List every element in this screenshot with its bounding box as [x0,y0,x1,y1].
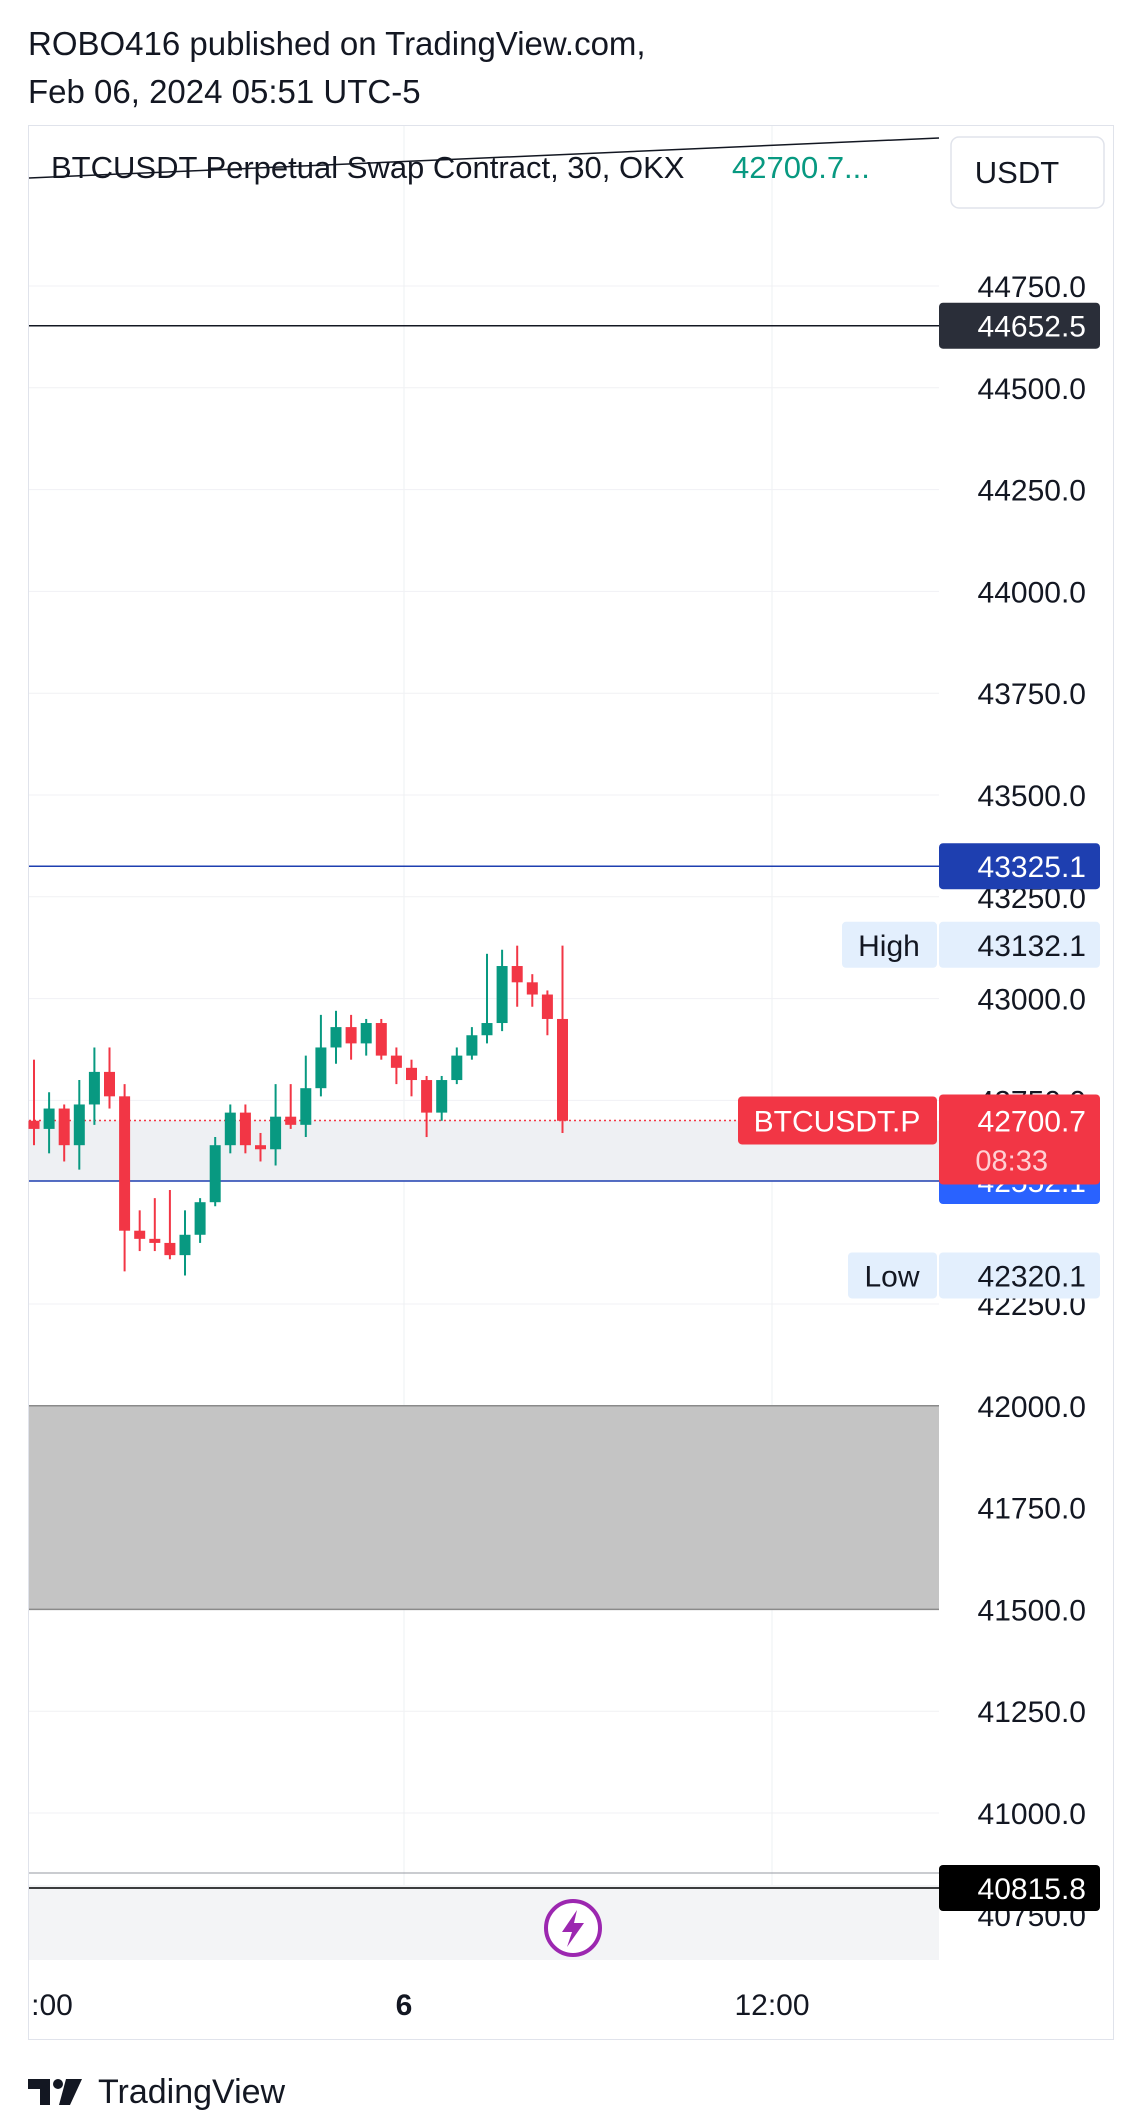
last-price-label-bg [939,1094,1100,1185]
candle-body[interactable] [436,1080,448,1113]
candle-body[interactable] [224,1112,236,1146]
high-value-bg [939,921,1100,968]
zone-rect [29,1405,939,1610]
candle-body[interactable] [255,1145,266,1150]
candle-body[interactable] [511,966,523,983]
price-line-label: 40815.8 [978,1873,1086,1906]
y-tick-label: 41750.0 [978,1493,1086,1526]
candle-body[interactable] [194,1202,206,1235]
candle-body[interactable] [179,1234,191,1256]
candle-body[interactable] [360,1023,372,1044]
y-tick-label: 42000.0 [978,1391,1086,1424]
price-line-label-bg [939,302,1100,349]
price-line-label-bg [939,843,1100,890]
x-tick-label: :00 [31,1989,73,2022]
candle-body[interactable] [164,1242,176,1256]
y-tick-label: 43000.0 [978,984,1086,1017]
candle-body[interactable] [481,1023,493,1036]
candle-body[interactable] [73,1104,85,1146]
legend-last-price: 42700.7... [732,150,870,185]
currency-label: USDT [975,155,1059,190]
y-tick-label: 41000.0 [978,1798,1086,1831]
y-tick-label: 43750.0 [978,678,1086,711]
candle-body[interactable] [496,966,508,1024]
high-tag-bg [842,921,937,968]
candle-body[interactable] [300,1088,312,1125]
candlestick-chart[interactable]: 44750.0 44500.0 44250.0 44000.0 43750.0 43500… [0,0,1136,2060]
y-tick-label: 44750.0 [978,271,1086,304]
candle-body[interactable] [104,1071,115,1097]
candle-body[interactable] [375,1023,387,1056]
candle-body[interactable] [466,1035,478,1056]
y-tick-label: 41250.0 [978,1696,1086,1729]
candle-body[interactable] [239,1112,251,1146]
x-tick-label: 12:00 [734,1989,809,2022]
chart-frame [28,125,1114,2040]
symbol-tag: BTCUSDT.P [754,1105,921,1138]
candle-body[interactable] [345,1027,357,1044]
y-tick-label: 43500.0 [978,780,1086,813]
price-line-label: 44652.5 [978,311,1086,344]
symbol-tag-bg [738,1096,937,1145]
candle-body[interactable] [209,1145,221,1203]
low-value: 42320.1 [978,1260,1086,1293]
candle-body[interactable] [390,1055,402,1068]
tradingview-brand: TradingView [98,2072,286,2111]
candle-body[interactable] [406,1067,417,1081]
candle-body[interactable] [330,1027,342,1048]
candle-body[interactable] [134,1230,146,1239]
lightning-icon [562,1910,584,1947]
x-tick-label: 6 [396,1989,413,2022]
y-tick-label: 44000.0 [978,576,1086,609]
price-line-label: 43325.1 [978,851,1086,884]
candle-body[interactable] [285,1116,297,1125]
y-tick-label: 44500.0 [978,373,1086,406]
high-value: 43132.1 [978,930,1086,963]
low-value-bg [939,1252,1100,1299]
candle-body[interactable] [270,1116,282,1150]
y-tick-label: 41500.0 [978,1594,1086,1627]
candle-body[interactable] [451,1055,463,1081]
symbol-title: BTCUSDT Perpetual Swap Contract, 30, OKX [51,150,685,185]
publisher-line: ROBO416 published on TradingView.com, [28,25,646,62]
candle-body[interactable] [557,1018,568,1121]
trend-line[interactable] [28,137,940,179]
publish-date: Feb 06, 2024 05:51 UTC-5 [28,73,421,110]
currency-button[interactable] [950,136,1105,209]
candle-body[interactable] [149,1238,161,1243]
candle-body[interactable] [88,1071,100,1105]
last-price-label: 42700.7 [978,1105,1086,1138]
candle-body[interactable] [526,982,538,995]
candle-body[interactable] [58,1108,70,1146]
low-tag-bg [848,1252,937,1299]
candle-body[interactable] [119,1096,131,1231]
tradingview-logo[interactable]: TradingView [28,2072,285,2112]
candle-body[interactable] [315,1047,327,1089]
countdown-label: 08:33 [975,1145,1048,1177]
candle-body[interactable] [43,1108,55,1129]
candle-body[interactable] [28,1120,40,1129]
candle-body[interactable] [421,1080,433,1113]
low-label: Low [864,1260,919,1293]
tradingview-logo-icon [28,2079,82,2105]
candle-body[interactable] [541,994,553,1019]
price-line-label-bg [939,1865,1100,1912]
y-tick-label: 44250.0 [978,475,1086,508]
high-label: High [858,930,920,963]
bottom-strip [29,1885,939,1960]
